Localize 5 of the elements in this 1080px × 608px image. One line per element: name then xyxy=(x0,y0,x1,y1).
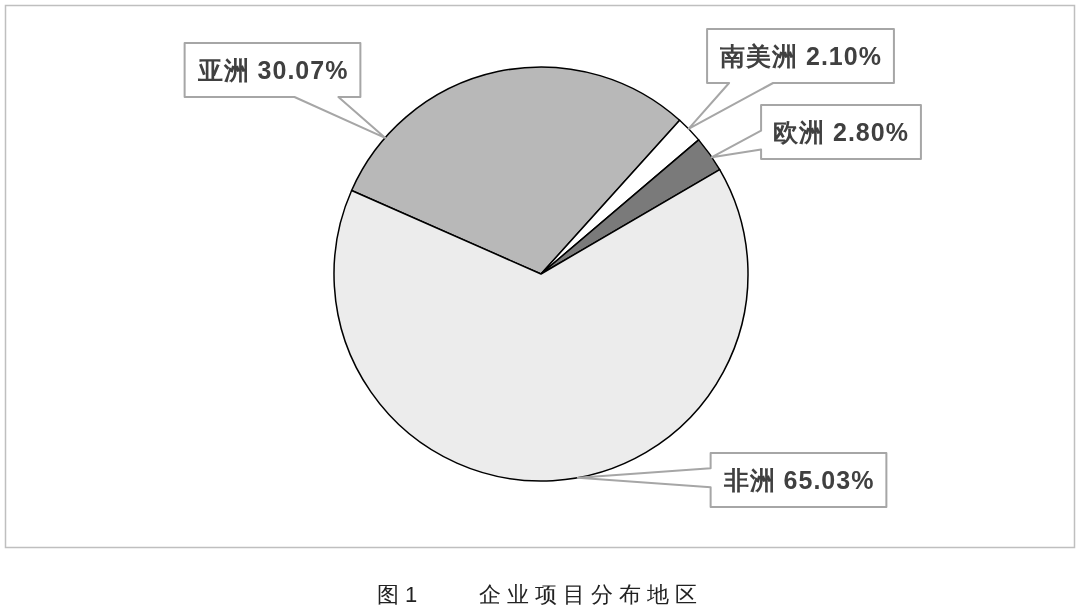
slice-label: 亚洲 30.07% xyxy=(197,56,349,84)
slice-label: 非洲 65.03% xyxy=(723,466,875,494)
title: 图1 企业项目分布地区 xyxy=(376,581,704,607)
slice-label: 南美洲 2.10% xyxy=(720,42,882,70)
slice-label: 欧洲 2.80% xyxy=(773,118,909,146)
